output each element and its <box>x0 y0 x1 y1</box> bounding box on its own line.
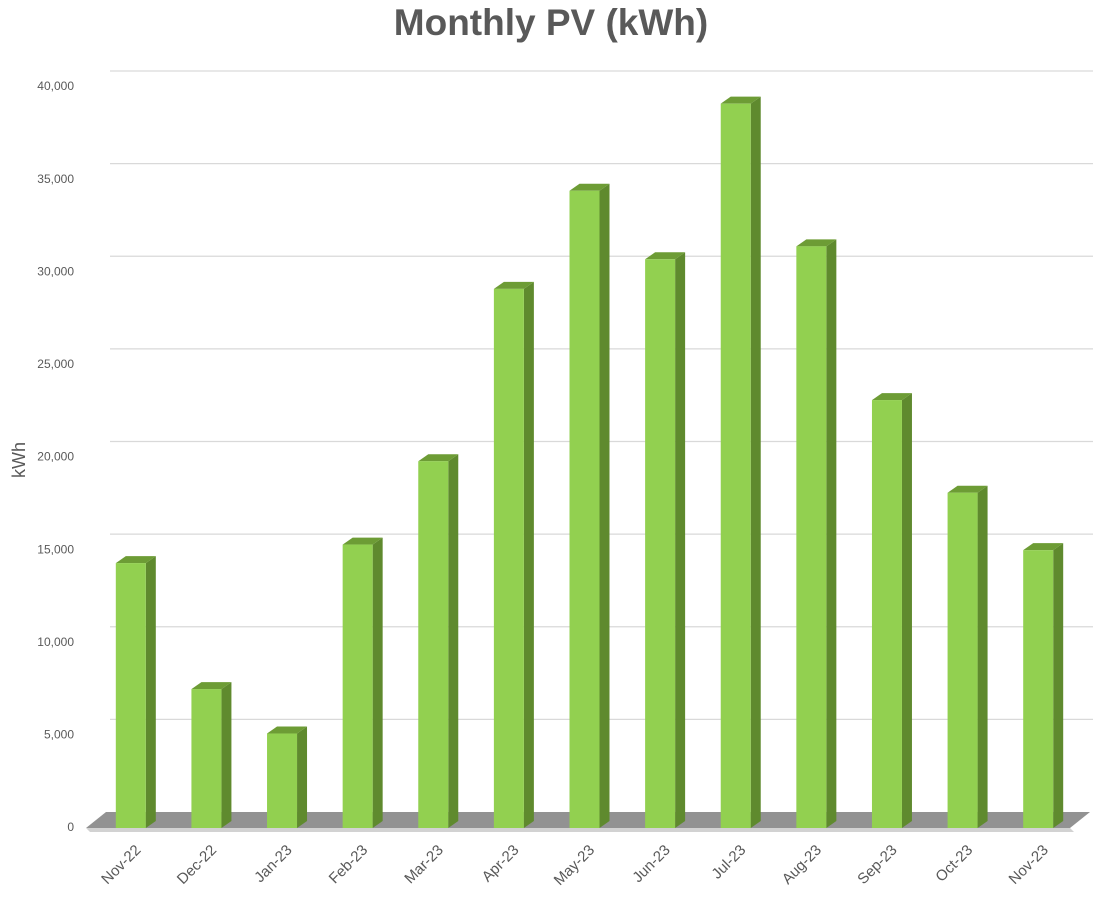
x-tick-label: Dec-22 <box>174 842 220 888</box>
x-tick-label: Jan-23 <box>251 842 295 886</box>
bar <box>418 461 449 828</box>
y-tick-label: 0 <box>67 820 74 834</box>
bar <box>115 563 146 828</box>
y-tick-label: 15,000 <box>37 542 74 556</box>
bar <box>947 492 978 828</box>
bar <box>569 190 600 829</box>
bar <box>871 400 902 828</box>
bar-side <box>901 393 912 828</box>
x-tick-label: Mar-23 <box>401 842 447 888</box>
bar-top <box>115 556 156 564</box>
bar <box>191 689 222 828</box>
x-tick-label: Nov-23 <box>1006 842 1052 888</box>
bar-side <box>372 537 383 828</box>
x-tick-label: Sep-23 <box>854 842 900 888</box>
y-tick-label: 30,000 <box>37 264 74 278</box>
bar <box>1023 550 1054 828</box>
bar-top <box>267 726 308 734</box>
bar-top <box>493 281 534 289</box>
bar-top <box>796 239 837 247</box>
y-tick-label: 10,000 <box>37 635 74 649</box>
y-tick-label: 5,000 <box>44 728 74 742</box>
x-tick-label: May-23 <box>551 842 598 889</box>
bar-side <box>297 726 308 828</box>
bar-top <box>418 454 459 462</box>
bar-side <box>145 556 156 828</box>
y-tick-label: 35,000 <box>37 172 74 186</box>
x-tick-label: Aug-23 <box>779 842 825 888</box>
bar-side <box>977 485 988 828</box>
bar-side <box>826 239 837 828</box>
x-tick-label: Feb-23 <box>326 842 372 888</box>
bar <box>267 733 298 828</box>
bar <box>645 259 676 829</box>
y-axis-label: kWh <box>9 442 29 478</box>
floor-edge <box>86 828 1074 832</box>
x-tick-label: Oct-23 <box>932 842 976 886</box>
bar <box>720 103 751 829</box>
bar-side <box>599 183 610 829</box>
bar-top <box>720 96 761 104</box>
x-tick-label: Jul-23 <box>708 842 749 883</box>
bar-side <box>1053 543 1064 828</box>
x-tick-label: Apr-23 <box>479 842 523 886</box>
bar <box>796 246 827 828</box>
bar-top <box>569 183 610 191</box>
y-tick-label: 20,000 <box>37 450 74 464</box>
bar <box>342 544 373 828</box>
bar <box>493 288 524 828</box>
bar-top <box>1023 543 1064 551</box>
bar-top <box>645 252 686 260</box>
y-tick-label: 40,000 <box>37 79 74 93</box>
bar-side <box>448 454 459 828</box>
bar-top <box>871 393 912 401</box>
bar-side <box>675 252 686 829</box>
chart-title: Monthly PV (kWh) <box>394 2 708 43</box>
bar-top <box>342 537 383 545</box>
x-tick-label: Jun-23 <box>629 842 673 886</box>
bar-side <box>523 281 534 828</box>
y-tick-label: 25,000 <box>37 357 74 371</box>
x-tick-label: Nov-22 <box>98 842 144 888</box>
bar-top <box>191 682 232 690</box>
bar-side <box>750 96 761 829</box>
bar-side <box>221 682 232 828</box>
bar-top <box>947 485 988 493</box>
